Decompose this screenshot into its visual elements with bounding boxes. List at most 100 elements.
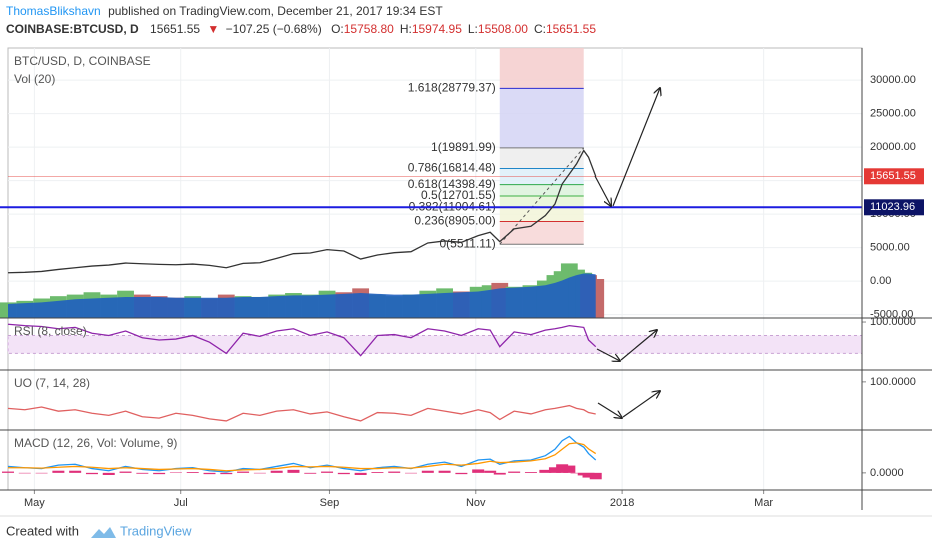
y-tick-label: 5000.00	[870, 242, 910, 254]
histogram-bar	[582, 472, 595, 478]
arrow	[596, 348, 620, 361]
chart-area: May Jul Sep Nov 2018 Mar 30000.00 25000.00 20000…	[0, 47, 932, 510]
band	[7, 334, 863, 354]
ohlc-value: 15651.55	[546, 22, 596, 36]
arrow	[594, 175, 611, 206]
histogram-bar	[321, 471, 334, 473]
y-tick-label: 100.0000	[870, 376, 916, 388]
histogram-bar	[337, 472, 350, 475]
histogram-bar	[237, 471, 250, 473]
footer-brand: TradingView	[120, 523, 192, 538]
pane-title: BTC/USD, D, COINBASE	[14, 54, 151, 68]
histogram-bar	[186, 472, 199, 473]
y-tick-label: 20000.00	[870, 141, 916, 153]
series-line	[7, 404, 596, 422]
logo	[91, 527, 116, 538]
histogram-bar	[405, 472, 418, 474]
fib-band	[499, 88, 584, 148]
header-line: ThomasBlikshavn published on TradingView…	[6, 4, 443, 18]
fib-label: 0(5511.11)	[440, 236, 496, 250]
histogram-bar	[493, 472, 506, 475]
histogram-bar	[556, 464, 569, 473]
ohlc-key: H:	[400, 22, 412, 36]
author: ThomasBlikshavn	[6, 4, 101, 18]
ohlc-value: 15508.00	[478, 22, 528, 36]
change-arrow: ▼	[207, 22, 219, 36]
histogram-bar	[524, 472, 537, 473]
histogram-bar	[136, 472, 149, 474]
x-tick-label: Jul	[174, 497, 188, 509]
fib-band	[499, 184, 584, 197]
x-tick-label: May	[24, 497, 45, 509]
histogram-bar	[153, 472, 166, 475]
volume-ma-area	[8, 273, 596, 318]
fib-label: 0.786(16814.48)	[408, 161, 496, 175]
fib-band	[499, 196, 584, 208]
ohlc-value: 15758.80	[344, 22, 394, 36]
histogram-bar	[548, 467, 561, 473]
histogram-bar	[203, 472, 216, 475]
ohlc-value: 15974.95	[412, 22, 462, 36]
histogram-bar	[371, 472, 384, 473]
histogram-bar	[102, 472, 115, 475]
histogram-bar	[388, 471, 401, 473]
histogram-bar	[270, 470, 283, 473]
price-box-label: 15651.55	[870, 170, 916, 182]
histogram-bar	[472, 469, 485, 473]
histogram-bar	[35, 472, 48, 474]
histogram-bar	[18, 472, 31, 474]
histogram-bar	[589, 472, 602, 480]
arrow	[612, 88, 660, 207]
y-tick-label: 0.0000	[870, 467, 904, 479]
histogram-bar	[2, 471, 14, 473]
level-box-label: 11023.96	[870, 201, 915, 213]
histogram-bar	[563, 465, 576, 473]
quote-line: COINBASE:BTCUSD, D 15651.55 ▼ −107.25 (−…	[6, 22, 596, 36]
series-line	[8, 442, 597, 472]
histogram-bar	[69, 470, 82, 473]
histogram-bar	[354, 472, 367, 475]
series-line	[7, 323, 597, 357]
pane-title: UO (7, 14, 28)	[14, 376, 90, 390]
fib-band	[499, 221, 584, 245]
ohlc-key: C:	[534, 22, 546, 36]
x-tick-label: Sep	[320, 497, 340, 509]
histogram-bar	[220, 472, 233, 475]
symbol: COINBASE:BTCUSD, D	[6, 22, 139, 36]
price: 15651.55	[150, 22, 200, 36]
logo-icon	[91, 527, 116, 538]
fib-label: 1(19891.99)	[431, 140, 496, 154]
histogram-bar	[508, 471, 521, 473]
x-tick-label: Nov	[466, 497, 486, 509]
drawings	[594, 88, 660, 418]
histogram-bar	[169, 472, 182, 473]
level-box	[864, 199, 924, 216]
histogram-bar	[570, 472, 583, 474]
histogram-bar	[287, 469, 300, 473]
y-tick-label: 25000.00	[870, 108, 916, 120]
y-tick-label: 30000.00	[870, 74, 916, 86]
y-tick-label: 100.0000	[870, 316, 916, 328]
arrow	[622, 391, 660, 418]
pane-subtitle: Vol (20)	[14, 72, 55, 86]
histogram-bar	[539, 469, 552, 473]
x-tick-label: Mar	[754, 497, 773, 509]
histogram-bar	[119, 471, 132, 473]
fib-band	[499, 48, 584, 89]
fib-band	[499, 207, 584, 222]
fib-label: 0.618(14398.49)	[408, 177, 496, 191]
histogram-bar	[85, 472, 98, 475]
arrow	[597, 402, 622, 418]
fib-band	[499, 168, 584, 185]
fib-label: 1.618(28779.37)	[408, 81, 496, 95]
histogram-bar	[304, 472, 317, 474]
pane-title: MACD (12, 26, Vol: Volume, 9)	[14, 436, 177, 450]
histogram-bar	[484, 470, 497, 473]
ohlc-key: L:	[468, 22, 478, 36]
change: −107.25 (−0.68%)	[226, 22, 322, 36]
price-box	[864, 168, 924, 185]
y-tick-label: 0.00	[870, 275, 891, 287]
footer-created: Created with	[6, 523, 79, 538]
ohlc-key: O:	[331, 22, 344, 36]
